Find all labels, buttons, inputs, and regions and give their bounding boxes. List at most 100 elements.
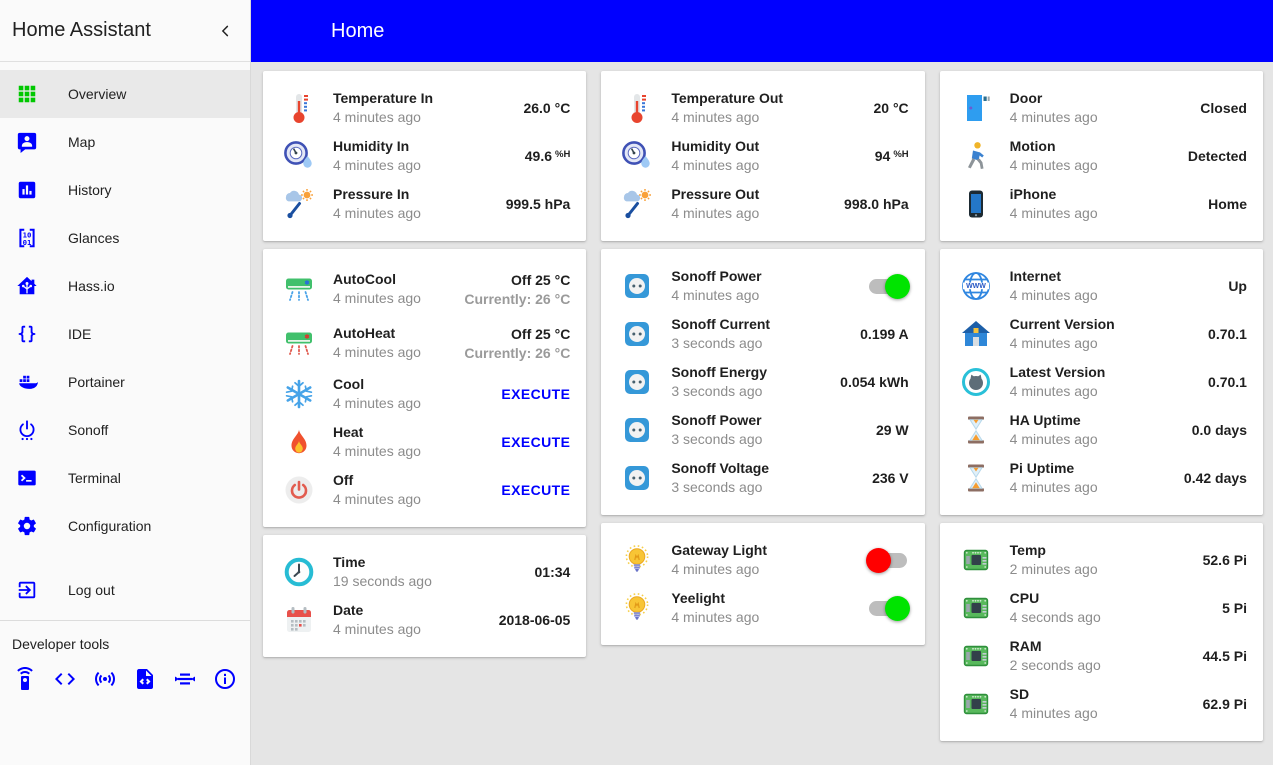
entity-value: Off 25 °C	[464, 272, 570, 288]
entity-value: Closed	[1200, 100, 1247, 116]
entity-value-text: Up	[1228, 278, 1247, 294]
entity-last-changed: 4 minutes ago	[1009, 157, 1098, 173]
access-point-icon[interactable]	[92, 666, 118, 692]
entity-row-sonoff-power[interactable]: Sonoff Power 3 seconds ago 29 W	[601, 406, 924, 454]
circuit-board-icon	[956, 684, 996, 724]
entity-name: Latest Version	[1009, 364, 1106, 380]
entity-row-humidity-in[interactable]: Humidity In 4 minutes ago 49.6 %H	[263, 132, 586, 180]
entity-last-changed: 4 minutes ago	[333, 621, 421, 637]
entity-name: Time	[333, 554, 366, 570]
entity-name: Pressure Out	[671, 186, 760, 202]
entity-value: 0.70.1	[1208, 326, 1247, 342]
sidebar-item-sonoff[interactable]: Sonoff	[0, 406, 250, 454]
sidebar-item-label: Terminal	[68, 470, 121, 486]
entity-value-text: Closed	[1200, 100, 1247, 116]
entity-info: Temp 2 minutes ago	[1010, 541, 1098, 579]
entity-state: Off 25 °C Currently: 26 °C	[456, 272, 570, 307]
entity-name: RAM	[1009, 638, 1042, 654]
power-off-icon	[279, 470, 319, 510]
entity-row-door[interactable]: Door 4 minutes ago Closed	[940, 84, 1263, 132]
entity-value-text: 0.42 days	[1183, 470, 1247, 486]
execute-button[interactable]: EXECUTE	[501, 434, 571, 450]
entity-row-autocool[interactable]: AutoCool 4 minutes ago Off 25 °C Currently:…	[263, 262, 586, 316]
entity-row-heat[interactable]: Heat 4 minutes ago EXECUTE	[263, 418, 586, 466]
dev-tools-label: Developer tools	[12, 636, 110, 652]
sidebar-item-configuration[interactable]: Configuration	[0, 502, 250, 550]
sidebar-item-map[interactable]: Map	[0, 118, 250, 166]
pressure-icon	[279, 184, 319, 224]
entity-name: Humidity In	[333, 138, 410, 154]
sidebar-item-portainer[interactable]: Portainer	[0, 358, 250, 406]
entity-row-temperature-in[interactable]: Temperature In 4 minutes ago 26.0 °C	[263, 84, 586, 132]
sidebar-header: Home Assistant	[0, 0, 250, 62]
entity-row-humidity-out[interactable]: Humidity Out 4 minutes ago 94 %H	[601, 132, 924, 180]
sidebar-item-ide[interactable]: IDE	[0, 310, 250, 358]
information-outline-icon[interactable]	[212, 666, 238, 692]
sidebar-item-label: History	[68, 182, 112, 198]
sidebar-collapse-button[interactable]	[214, 19, 238, 43]
sidebar-divider	[0, 620, 250, 621]
toggle-on[interactable]	[868, 595, 910, 621]
entity-row-cool[interactable]: Cool 4 minutes ago EXECUTE	[263, 370, 586, 418]
entity-name: AutoHeat	[333, 325, 396, 341]
entity-row-sonoff-current[interactable]: Sonoff Current 3 seconds ago 0.199 A	[601, 310, 924, 358]
entity-row-pi-uptime[interactable]: Pi Uptime 4 minutes ago 0.42 days	[940, 454, 1263, 502]
entity-value: Up	[1228, 278, 1247, 294]
entity-info: Door 4 minutes ago	[1010, 89, 1098, 127]
entity-row-pressure-out[interactable]: Pressure Out 4 minutes ago 998.0 hPa	[601, 180, 924, 228]
entity-row-ram[interactable]: RAM 2 seconds ago 44.5 Pi	[940, 632, 1263, 680]
sidebar-item-hass-io[interactable]: Hass.io	[0, 262, 250, 310]
sidebar-item-overview[interactable]: Overview	[0, 70, 250, 118]
code-tags-icon[interactable]	[52, 666, 78, 692]
entity-row-ha-uptime[interactable]: HA Uptime 4 minutes ago 0.0 days	[940, 406, 1263, 454]
entity-name: Temp	[1009, 542, 1046, 558]
entity-row-internet[interactable]: WWW Internet 4 minutes ago Up	[940, 262, 1263, 310]
entity-row-iphone[interactable]: iPhone 4 minutes ago Home	[940, 180, 1263, 228]
entity-last-changed: 2 minutes ago	[1009, 561, 1098, 577]
entity-info: Current Version 4 minutes ago	[1010, 315, 1115, 353]
sidebar-item-terminal[interactable]: Terminal	[0, 454, 250, 502]
sidebar-item-glances[interactable]: 10 01 Glances	[0, 214, 250, 262]
sidebar-item-label: Map	[68, 134, 96, 150]
entity-row-date[interactable]: Date 4 minutes ago 2018-06-05	[263, 596, 586, 644]
sidebar-item-log-out[interactable]: Log out	[0, 566, 250, 614]
set-center-icon[interactable]	[172, 666, 198, 692]
remote-icon[interactable]	[12, 666, 38, 692]
entity-row-time[interactable]: Time 19 seconds ago 01:34	[263, 548, 586, 596]
entity-state: 44.5 Pi	[1195, 648, 1247, 664]
sidebar-item-history[interactable]: History	[0, 166, 250, 214]
entity-name: Sonoff Current	[671, 316, 771, 332]
entity-row-temp[interactable]: Temp 2 minutes ago 52.6 Pi	[940, 536, 1263, 584]
entity-row-sonoff-energy[interactable]: Sonoff Energy 3 seconds ago 0.054 kWh	[601, 358, 924, 406]
toggle-off[interactable]	[865, 547, 907, 573]
entity-row-cpu[interactable]: CPU 4 seconds ago 5 Pi	[940, 584, 1263, 632]
entity-row-yeelight[interactable]: Yeelight 4 minutes ago	[601, 584, 924, 632]
entity-row-current-version[interactable]: Current Version 4 minutes ago 0.70.1	[940, 310, 1263, 358]
entity-row-sd[interactable]: SD 4 minutes ago 62.9 Pi	[940, 680, 1263, 728]
entity-info: iPhone 4 minutes ago	[1010, 185, 1098, 223]
entity-last-changed: 3 seconds ago	[671, 479, 763, 495]
entity-row-sonoff-power[interactable]: Sonoff Power 4 minutes ago	[601, 262, 924, 310]
entity-row-motion[interactable]: Motion 4 minutes ago Detected	[940, 132, 1263, 180]
entity-value-text: 44.5 Pi	[1202, 648, 1247, 664]
execute-button[interactable]: EXECUTE	[501, 482, 571, 498]
entity-row-off[interactable]: Off 4 minutes ago EXECUTE	[263, 466, 586, 514]
entity-row-pressure-in[interactable]: Pressure In 4 minutes ago 999.5 hPa	[263, 180, 586, 228]
entity-info: HA Uptime 4 minutes ago	[1010, 411, 1098, 449]
file-code-icon[interactable]	[132, 666, 158, 692]
toggle-on[interactable]	[868, 273, 910, 299]
entity-name: CPU	[1009, 590, 1040, 606]
entity-info: Yeelight 4 minutes ago	[671, 589, 759, 627]
entity-info: CPU 4 seconds ago	[1010, 589, 1101, 627]
entity-last-changed: 4 minutes ago	[671, 561, 760, 577]
card: Sonoff Power 4 minutes ago Sonoff Current 3…	[601, 249, 925, 515]
card: Gateway Light 4 minutes ago Yeelight 4 minu…	[601, 523, 925, 645]
entity-row-autoheat[interactable]: AutoHeat 4 minutes ago Off 25 °C Currently:…	[263, 316, 586, 370]
entity-last-changed: 4 minutes ago	[671, 205, 760, 221]
entity-row-sonoff-voltage[interactable]: Sonoff Voltage 3 seconds ago 236 V	[601, 454, 924, 502]
execute-button[interactable]: EXECUTE	[501, 386, 571, 402]
entity-row-temperature-out[interactable]: Temperature Out 4 minutes ago 20 °C	[601, 84, 924, 132]
entity-row-latest-version[interactable]: Latest Version 4 minutes ago 0.70.1	[940, 358, 1263, 406]
entity-value-text: Off 25 °C	[511, 325, 571, 342]
entity-row-gateway-light[interactable]: Gateway Light 4 minutes ago	[601, 536, 924, 584]
